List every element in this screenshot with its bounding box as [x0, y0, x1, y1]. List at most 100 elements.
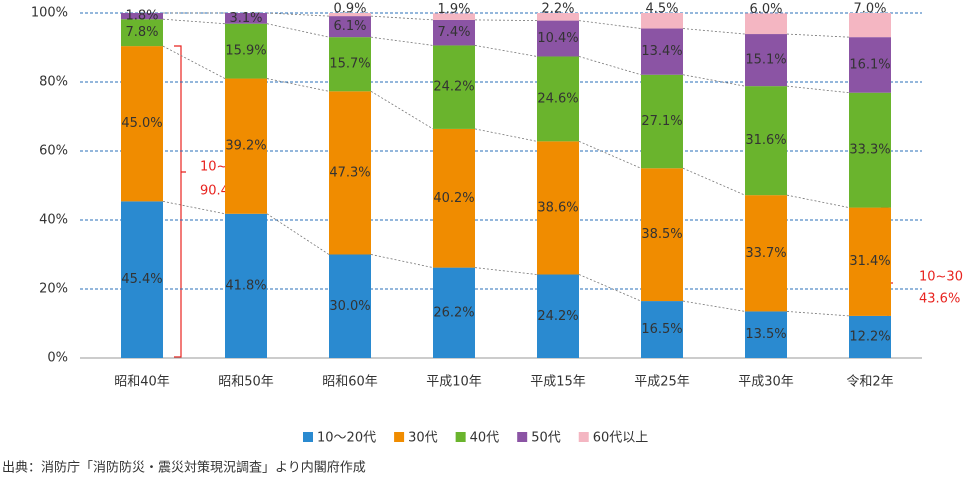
- data-label: 33.7%: [745, 246, 786, 261]
- data-label: 7.0%: [853, 2, 886, 17]
- data-label: 2.2%: [541, 2, 574, 17]
- data-label: 13.5%: [745, 327, 786, 342]
- data-label: 40.2%: [433, 191, 474, 206]
- bar-segment: [225, 23, 267, 79]
- data-label: 41.8%: [225, 278, 266, 293]
- connector-line: [370, 15, 434, 21]
- bar-segment: [745, 13, 787, 35]
- connector-line: [682, 300, 746, 312]
- bar-segment: [537, 56, 579, 142]
- connector-line: [786, 311, 850, 317]
- bar-segment: [849, 92, 891, 208]
- connector-line: [578, 20, 642, 29]
- connector-line: [786, 33, 850, 38]
- bar-segment: [641, 301, 683, 358]
- data-label: 6.1%: [333, 19, 366, 34]
- annotation: 43.6%: [919, 292, 960, 307]
- legend-label: 10～20代: [317, 431, 376, 446]
- connector-line: [370, 36, 434, 46]
- bar-segment: [537, 20, 579, 57]
- annotation: 10~30: [919, 270, 963, 285]
- data-label: 33.3%: [849, 143, 890, 158]
- bar-segment: [433, 19, 475, 46]
- bar-segment: [641, 168, 683, 302]
- bar-segment: [433, 13, 475, 20]
- data-label: 4.5%: [645, 2, 678, 17]
- legend-swatch: [578, 432, 589, 442]
- bar-segment: [433, 128, 475, 268]
- bar-segment: [745, 311, 787, 358]
- connector-line: [474, 45, 538, 57]
- bar-segment: [225, 78, 267, 214]
- bar-segment: [433, 45, 475, 129]
- bar-segment: [849, 207, 891, 316]
- data-label: 45.4%: [121, 272, 162, 287]
- bar-segment: [329, 13, 371, 17]
- connector-line: [370, 90, 434, 130]
- legend-label: 30代: [408, 431, 438, 446]
- connector-line: [682, 28, 746, 35]
- data-label: 1.8%: [125, 9, 158, 24]
- bracket: [174, 45, 186, 358]
- x-tick-label: 令和2年: [846, 375, 893, 390]
- bar-segment: [121, 19, 163, 47]
- connector-line: [162, 45, 226, 79]
- data-label: 15.1%: [745, 53, 786, 68]
- bar-segment: [641, 13, 683, 29]
- y-tick-label: 60%: [39, 144, 68, 159]
- bar-segment: [329, 91, 371, 255]
- data-label: 15.7%: [329, 57, 370, 72]
- connector-line: [474, 128, 538, 142]
- data-label: 3.1%: [229, 11, 262, 26]
- legend-label: 40代: [470, 431, 500, 446]
- bar-segment: [849, 37, 891, 93]
- y-tick-label: 0%: [47, 351, 68, 366]
- bar-segment: [641, 74, 683, 169]
- bar-segment: [225, 213, 267, 358]
- data-label: 10.4%: [537, 31, 578, 46]
- legend-swatch: [455, 432, 466, 442]
- data-label: 7.8%: [125, 25, 158, 40]
- y-tick-label: 80%: [39, 75, 68, 90]
- x-tick-label: 平成25年: [634, 375, 690, 390]
- data-label: 26.2%: [433, 305, 474, 320]
- legend-label: 50代: [531, 431, 561, 446]
- connector-line: [474, 19, 538, 21]
- x-tick-label: 平成30年: [738, 375, 794, 390]
- connector-line: [162, 200, 226, 215]
- legend-swatch: [303, 432, 313, 442]
- data-label: 1.9%: [437, 2, 470, 17]
- connector-line: [682, 167, 746, 196]
- bar-segment: [329, 254, 371, 358]
- connector-line: [266, 23, 330, 38]
- x-tick-label: 平成10年: [426, 375, 482, 390]
- data-label: 30.0%: [329, 299, 370, 314]
- data-label: 24.2%: [537, 309, 578, 324]
- connector-line: [578, 56, 642, 76]
- bar-segment: [537, 274, 579, 358]
- connector-line: [578, 274, 642, 302]
- connector-line: [266, 213, 330, 255]
- bar-segment: [121, 13, 163, 20]
- data-label: 47.3%: [329, 165, 370, 180]
- y-tick-label: 20%: [39, 282, 68, 297]
- data-label: 45.0%: [121, 116, 162, 131]
- bar-segment: [745, 34, 787, 87]
- connector-line: [266, 78, 330, 92]
- data-label: 24.2%: [433, 80, 474, 95]
- bar-segment: [849, 315, 891, 358]
- data-label: 0.9%: [333, 2, 366, 17]
- data-label: 7.4%: [437, 25, 470, 40]
- legend-swatch: [517, 432, 528, 442]
- data-label: 39.2%: [225, 139, 266, 154]
- x-tick-label: 昭和50年: [218, 375, 274, 390]
- data-label: 27.1%: [641, 114, 682, 129]
- connector-line: [786, 85, 850, 94]
- bar-segment: [121, 201, 163, 358]
- x-tick-label: 昭和40年: [114, 375, 170, 390]
- data-label: 15.9%: [225, 44, 266, 59]
- bar-segment: [329, 37, 371, 92]
- bar-segment: [849, 13, 891, 38]
- data-label: 13.4%: [641, 44, 682, 59]
